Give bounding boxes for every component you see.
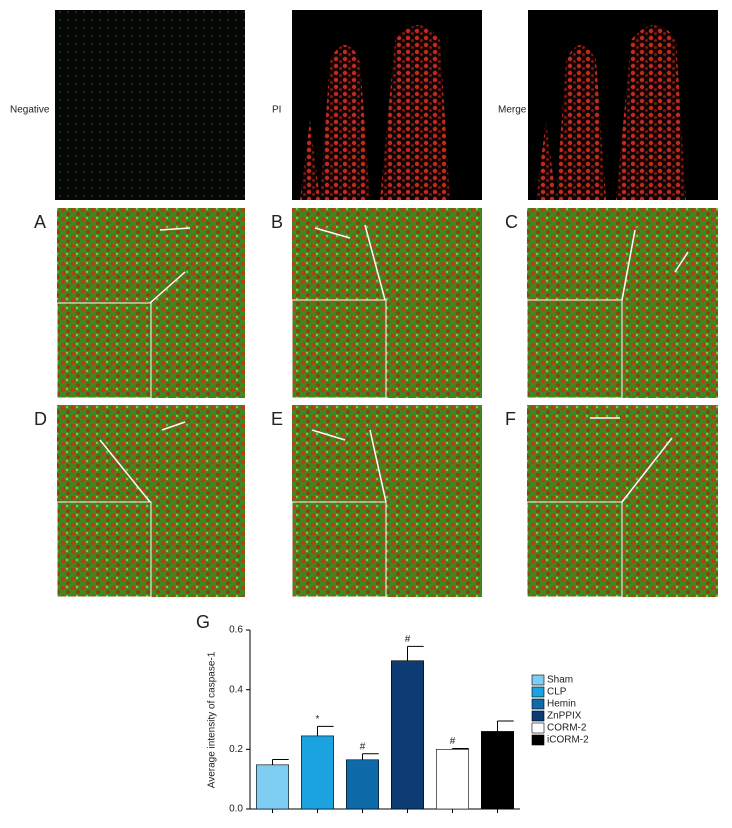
significance-mark: # [360,741,366,752]
significance-mark: # [450,736,456,747]
legend-swatch [531,674,545,686]
image [55,10,245,200]
arrows [99,224,689,503]
bar [300,735,334,810]
inset [526,501,623,598]
inset [291,501,387,598]
inset [526,299,623,399]
panel-label: F [505,409,516,429]
legend-swatch [531,698,545,710]
panel-row [56,208,718,598]
legend-label: CLP [547,687,567,698]
panel-label: G [196,612,210,632]
inset [56,302,152,399]
legend-swatch [531,722,545,734]
bar [435,749,469,810]
bar [345,759,379,810]
inset [291,299,387,399]
legend-swatch [531,686,545,698]
row-label: PI [272,105,281,116]
legend-swatch [531,710,545,722]
panel-label: C [505,212,518,232]
row-label: Negative [10,105,50,116]
legend-label: CORM-2 [547,723,587,734]
legend-label: Sham [547,675,573,686]
y-tick-label: 0.0 [229,804,243,815]
y-tick-label: 0.6 [229,625,243,636]
y-axis-label: Average intensity of caspase-1 [207,651,218,788]
row-label: Merge [498,105,527,116]
bar [390,660,424,810]
bar [255,764,289,810]
inset [56,501,152,598]
significance-mark: * [316,714,320,725]
panel-label: D [34,409,47,429]
y-tick-label: 0.4 [229,684,243,695]
micrographs [55,10,718,598]
image-detail [536,25,686,200]
image-detail [300,25,450,200]
legend-label: ZnPPIX [547,711,582,722]
y-tick-label: 0.2 [229,744,243,755]
bar [480,731,514,810]
legend-label: iCORM-2 [547,735,589,746]
legend-swatch [531,734,545,746]
panel-label: A [34,212,46,232]
significance-mark: # [405,634,411,645]
panel-label: B [271,212,283,232]
legend-label: Hemin [547,699,576,710]
panel-label: E [271,409,283,429]
